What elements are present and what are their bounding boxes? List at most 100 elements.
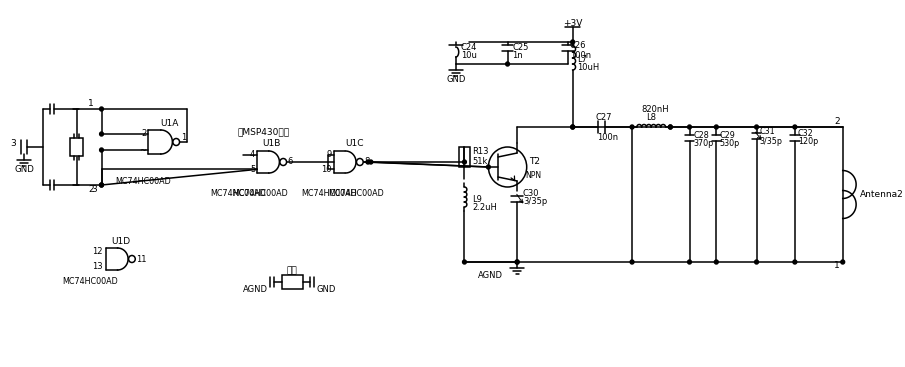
Text: C26: C26 <box>570 41 586 51</box>
Text: 6: 6 <box>288 157 293 167</box>
Text: Antenna2: Antenna2 <box>860 190 904 199</box>
Text: 8: 8 <box>364 157 369 167</box>
Text: U1D: U1D <box>111 236 130 246</box>
Bar <box>70 138 83 156</box>
Text: C32: C32 <box>797 128 814 138</box>
Text: C29: C29 <box>719 131 735 139</box>
Text: MC74HC00AD: MC74HC00AD <box>233 189 289 199</box>
Text: ~: ~ <box>139 146 147 156</box>
Text: 10u: 10u <box>461 51 477 61</box>
Circle shape <box>755 125 758 129</box>
Circle shape <box>100 107 103 111</box>
Text: MC74HC00AD: MC74HC00AD <box>301 189 357 199</box>
Circle shape <box>669 125 672 129</box>
Circle shape <box>487 165 491 169</box>
Text: 10uH: 10uH <box>577 63 600 73</box>
Circle shape <box>515 260 519 264</box>
Circle shape <box>841 260 844 264</box>
Circle shape <box>714 260 719 264</box>
Circle shape <box>571 125 575 129</box>
Text: MC74HC00AD: MC74HC00AD <box>329 189 385 199</box>
Circle shape <box>100 183 103 187</box>
Text: 接MSP430接口: 接MSP430接口 <box>237 127 290 137</box>
Text: 1: 1 <box>88 99 94 109</box>
Text: 10: 10 <box>321 165 332 174</box>
Text: AGND: AGND <box>243 286 268 294</box>
Text: 13: 13 <box>92 262 103 271</box>
Circle shape <box>100 148 103 152</box>
Text: U1C: U1C <box>345 139 363 149</box>
Text: 12: 12 <box>92 247 103 256</box>
Text: 1: 1 <box>834 261 840 269</box>
Text: L8: L8 <box>646 113 656 121</box>
Text: L7: L7 <box>577 55 587 65</box>
Circle shape <box>630 125 634 129</box>
Circle shape <box>173 138 179 145</box>
Text: 3: 3 <box>91 185 97 195</box>
Text: L9: L9 <box>472 195 482 203</box>
Circle shape <box>357 159 363 166</box>
Text: 530p: 530p <box>719 139 739 149</box>
Text: 2: 2 <box>141 128 147 138</box>
Text: 磁珠: 磁珠 <box>287 266 298 276</box>
Circle shape <box>129 255 135 262</box>
Text: 820nH: 820nH <box>642 105 670 113</box>
Circle shape <box>688 260 691 264</box>
Circle shape <box>506 62 510 66</box>
Text: C31: C31 <box>759 127 775 137</box>
Text: 370p: 370p <box>693 139 713 149</box>
Text: 120p: 120p <box>797 138 818 146</box>
Text: 100n: 100n <box>570 51 591 59</box>
Text: 3: 3 <box>11 139 16 149</box>
Circle shape <box>630 260 634 264</box>
Circle shape <box>714 125 719 129</box>
Text: GND: GND <box>316 286 336 294</box>
Circle shape <box>793 125 796 129</box>
Circle shape <box>369 160 373 164</box>
Circle shape <box>100 183 103 187</box>
Circle shape <box>515 260 519 264</box>
Text: MC74HC00AD: MC74HC00AD <box>211 189 266 199</box>
Text: 1n: 1n <box>512 51 523 61</box>
Text: 3/35p: 3/35p <box>759 138 783 146</box>
Text: 5: 5 <box>250 165 255 174</box>
Text: 4: 4 <box>250 150 255 159</box>
Text: C24: C24 <box>461 43 477 51</box>
Circle shape <box>669 125 672 129</box>
Text: 9: 9 <box>327 150 332 159</box>
Circle shape <box>280 159 287 166</box>
Text: T2: T2 <box>529 157 539 167</box>
Circle shape <box>571 125 575 129</box>
Text: 11: 11 <box>137 254 147 264</box>
Text: MC74HC00AD: MC74HC00AD <box>115 178 171 186</box>
Circle shape <box>100 132 103 136</box>
Text: R13: R13 <box>472 148 489 156</box>
Circle shape <box>462 260 466 264</box>
Text: 100n: 100n <box>597 132 619 142</box>
Text: +3V: +3V <box>563 18 582 28</box>
Circle shape <box>571 40 575 44</box>
Text: C28: C28 <box>693 131 710 139</box>
Text: C30: C30 <box>523 189 539 197</box>
Text: GND: GND <box>14 164 33 174</box>
Circle shape <box>755 260 758 264</box>
Text: 2: 2 <box>88 185 94 195</box>
Circle shape <box>688 125 691 129</box>
Text: 51k: 51k <box>472 157 488 167</box>
Text: NPN: NPN <box>525 171 541 179</box>
Circle shape <box>366 160 370 164</box>
Bar <box>281 275 302 289</box>
Text: 2.2uH: 2.2uH <box>472 203 497 211</box>
Text: MC74HC00AD: MC74HC00AD <box>62 276 118 286</box>
Text: 3/35p: 3/35p <box>523 196 548 206</box>
Text: C25: C25 <box>512 43 529 51</box>
Text: AGND: AGND <box>478 272 503 280</box>
Text: U1A: U1A <box>160 120 178 128</box>
Bar <box>459 147 471 167</box>
Circle shape <box>462 160 466 164</box>
Text: C27: C27 <box>595 113 612 121</box>
Text: GND: GND <box>446 76 465 84</box>
Text: 2: 2 <box>834 117 840 127</box>
Text: 1: 1 <box>182 134 186 142</box>
Text: U1B: U1B <box>262 139 281 149</box>
